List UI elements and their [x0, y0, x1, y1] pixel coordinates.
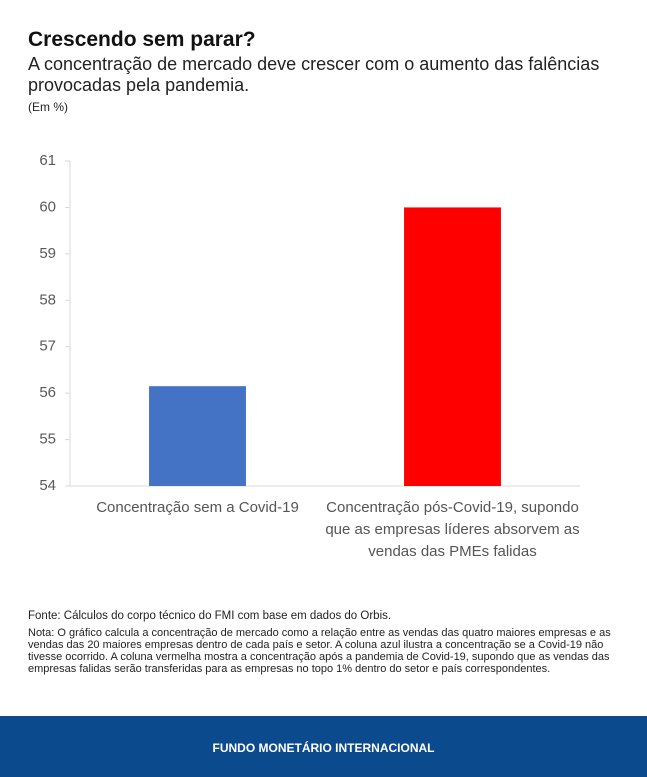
footer-text: FUNDO MONETÁRIO INTERNACIONAL — [212, 741, 435, 755]
unit-label: (Em %) — [28, 100, 68, 114]
footnote: Nota: O gráfico calcula a concentração d… — [28, 627, 611, 675]
y-tick-label: 60 — [39, 198, 56, 215]
bar — [404, 207, 501, 486]
y-tick-label: 54 — [39, 477, 56, 494]
y-tick-label: 59 — [39, 245, 56, 262]
y-tick-label: 55 — [39, 431, 56, 448]
y-tick-label: 61 — [39, 152, 56, 169]
source-note: Fonte: Cálculos do corpo técnico do FMI … — [28, 610, 392, 622]
y-tick-label: 58 — [39, 291, 56, 308]
x-tick-label: Concentração sem a Covid-19 — [96, 499, 299, 516]
bar — [149, 386, 246, 486]
chart-title: Crescendo sem parar? — [28, 28, 256, 51]
chart: 54 55 56 57 58 59 60 61 — [39, 152, 580, 494]
footer-band: FUNDO MONETÁRIO INTERNACIONAL — [0, 716, 647, 777]
y-tick-label: 57 — [39, 338, 56, 355]
y-tick-label: 56 — [39, 384, 56, 401]
x-tick-label: Concentração pós-Covid-19, supondo que a… — [325, 499, 580, 560]
chart-subtitle: A concentração de mercado deve crescer c… — [28, 54, 600, 95]
